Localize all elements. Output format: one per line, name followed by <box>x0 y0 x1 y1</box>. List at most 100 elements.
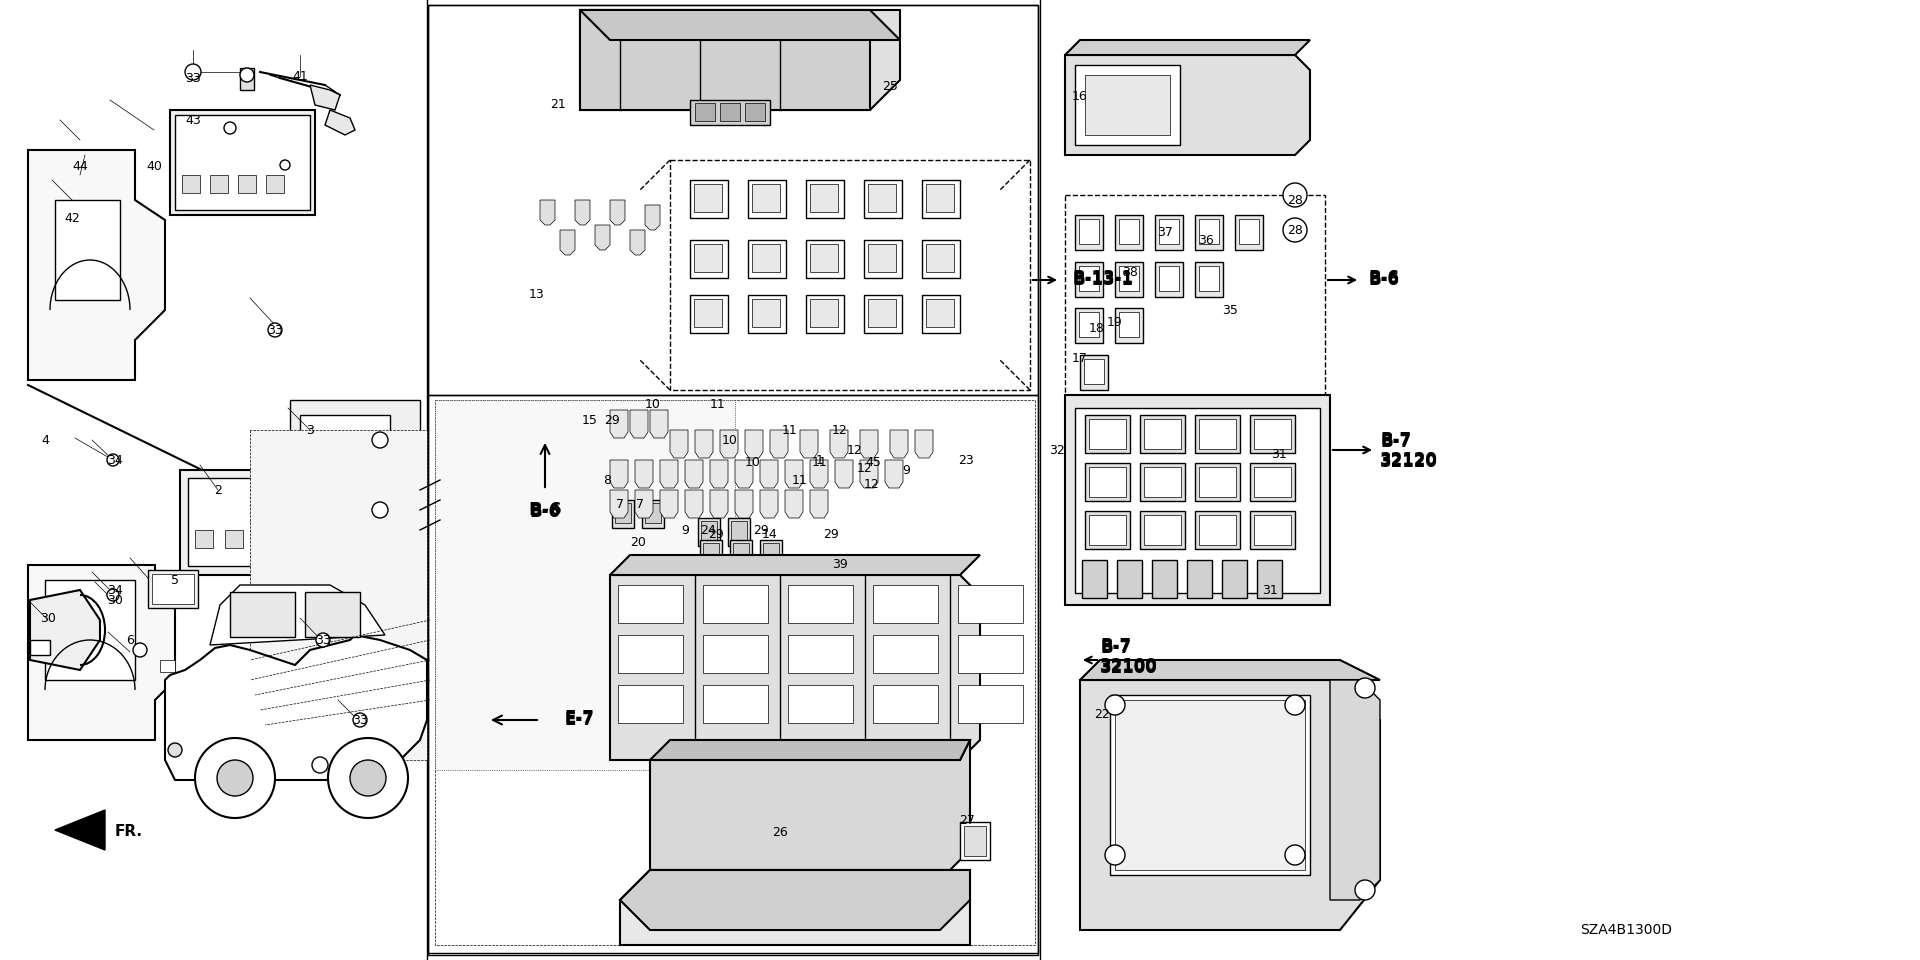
Bar <box>787 585 852 623</box>
Bar <box>1116 262 1142 297</box>
Bar <box>1156 262 1183 297</box>
Polygon shape <box>720 430 737 458</box>
Bar <box>733 543 749 563</box>
Bar <box>1221 560 1246 598</box>
Polygon shape <box>611 460 628 488</box>
Bar <box>689 295 728 333</box>
Bar <box>689 240 728 278</box>
Text: 22: 22 <box>1094 708 1110 721</box>
Text: B-7: B-7 <box>1100 637 1131 655</box>
Bar <box>753 184 780 212</box>
Text: 42: 42 <box>63 211 81 225</box>
Bar <box>1250 415 1294 453</box>
Text: 34: 34 <box>108 584 123 596</box>
Bar <box>810 299 837 327</box>
Text: 29: 29 <box>824 529 839 541</box>
Bar <box>1075 215 1102 250</box>
Text: 18: 18 <box>1089 322 1104 334</box>
Bar <box>703 585 768 623</box>
Text: 19: 19 <box>1108 316 1123 328</box>
Text: B-6: B-6 <box>1367 269 1400 287</box>
Text: 6: 6 <box>127 634 134 646</box>
Bar <box>1079 312 1098 337</box>
Bar <box>925 184 954 212</box>
Text: 44: 44 <box>73 159 88 173</box>
Polygon shape <box>611 410 628 438</box>
Bar <box>196 530 213 548</box>
Bar <box>436 400 735 770</box>
Bar <box>689 180 728 218</box>
Bar <box>614 503 632 523</box>
Bar <box>874 685 939 723</box>
Circle shape <box>311 757 328 773</box>
Bar <box>1117 560 1142 598</box>
Bar <box>810 184 837 212</box>
Text: 33: 33 <box>267 324 282 337</box>
Bar <box>701 540 722 568</box>
Polygon shape <box>651 740 970 870</box>
Bar <box>267 175 284 193</box>
Bar <box>209 175 228 193</box>
Circle shape <box>372 502 388 518</box>
Circle shape <box>1284 695 1306 715</box>
Bar <box>1187 560 1212 598</box>
Bar <box>787 635 852 673</box>
Bar <box>1085 75 1169 135</box>
Polygon shape <box>1079 660 1380 680</box>
Text: E-7: E-7 <box>564 711 595 729</box>
Circle shape <box>1284 845 1306 865</box>
Polygon shape <box>685 490 703 518</box>
Polygon shape <box>540 200 555 225</box>
Circle shape <box>280 160 290 170</box>
Circle shape <box>353 713 367 727</box>
Text: 2: 2 <box>213 484 223 496</box>
Bar <box>1250 463 1294 501</box>
Text: 14: 14 <box>762 529 778 541</box>
Bar <box>874 585 939 623</box>
Polygon shape <box>636 490 653 518</box>
Text: 38: 38 <box>1121 266 1139 278</box>
Bar <box>1160 219 1179 244</box>
Bar <box>1079 219 1098 244</box>
Circle shape <box>108 589 119 601</box>
Polygon shape <box>595 225 611 250</box>
Polygon shape <box>620 870 970 945</box>
Polygon shape <box>860 430 877 458</box>
Bar <box>864 240 902 278</box>
Bar <box>1144 467 1181 497</box>
Circle shape <box>225 122 236 134</box>
Polygon shape <box>580 10 900 110</box>
Bar <box>1254 467 1290 497</box>
Bar <box>159 660 175 672</box>
Text: 7: 7 <box>616 498 624 512</box>
Polygon shape <box>56 810 106 850</box>
Bar <box>703 685 768 723</box>
Polygon shape <box>810 490 828 518</box>
Text: 26: 26 <box>772 826 787 838</box>
Bar <box>1144 419 1181 449</box>
Bar <box>868 184 897 212</box>
Bar <box>428 5 1039 395</box>
Bar <box>1085 359 1104 384</box>
Bar <box>693 184 722 212</box>
Text: 33: 33 <box>184 71 202 84</box>
Bar <box>1083 560 1108 598</box>
Bar <box>1085 415 1131 453</box>
Bar <box>1194 262 1223 297</box>
Bar <box>1198 266 1219 291</box>
Text: 30: 30 <box>40 612 56 625</box>
Text: 12: 12 <box>856 462 874 474</box>
Text: 12: 12 <box>847 444 862 457</box>
Text: 32100: 32100 <box>1100 659 1158 677</box>
Text: 10: 10 <box>745 457 760 469</box>
Bar <box>787 685 852 723</box>
Bar <box>1075 262 1102 297</box>
Circle shape <box>169 743 182 757</box>
Text: B-13-1: B-13-1 <box>1071 269 1133 287</box>
Polygon shape <box>580 10 900 40</box>
Polygon shape <box>695 430 712 458</box>
Text: 28: 28 <box>1286 194 1304 206</box>
Polygon shape <box>165 635 426 780</box>
Bar <box>925 244 954 272</box>
Text: 29: 29 <box>708 529 724 541</box>
